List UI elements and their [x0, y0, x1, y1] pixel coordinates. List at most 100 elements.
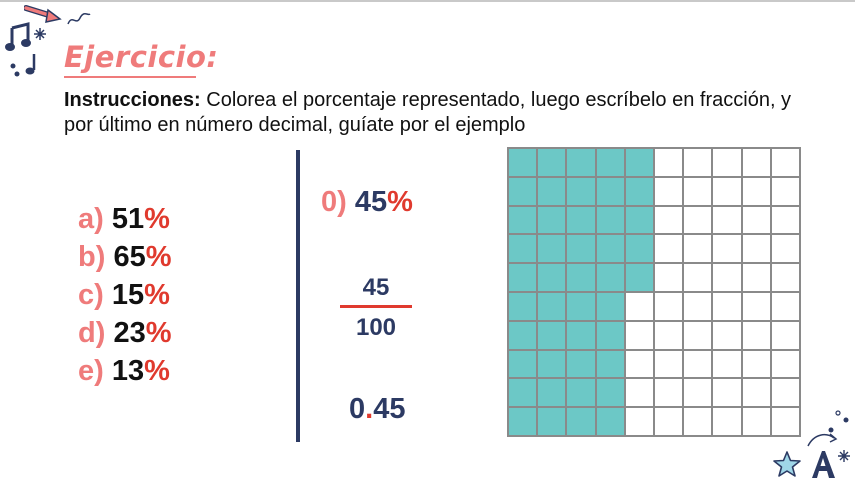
grid-cell	[712, 349, 742, 379]
grid-cell	[654, 205, 684, 235]
grid-cell	[624, 205, 654, 235]
grid-cell	[770, 234, 800, 264]
grid-cell	[712, 263, 742, 292]
decimal-int: 0	[349, 393, 366, 425]
grid-cell	[741, 148, 771, 177]
grid-cell	[508, 378, 538, 408]
grid-cell	[624, 378, 654, 408]
letter-a-icon	[812, 451, 835, 478]
percent-sign: %	[145, 241, 172, 273]
list-item: b) 65%	[78, 238, 172, 276]
grid-cell	[595, 407, 625, 436]
grid-cell	[537, 263, 567, 292]
grid-cell	[654, 148, 684, 177]
list-item: d) 23%	[78, 314, 172, 352]
item-letter: a)	[78, 203, 104, 235]
item-value: 15	[111, 279, 145, 311]
grid-cell	[537, 176, 567, 206]
example-decimal: 0.45	[349, 393, 405, 426]
grid-cell	[741, 320, 771, 350]
grid-cell	[770, 148, 800, 177]
grid-cell	[537, 378, 567, 408]
grid-cell	[712, 291, 742, 321]
grid-cell	[566, 176, 596, 206]
item-letter: c)	[78, 279, 104, 311]
example-percent: 0) 45%	[321, 186, 413, 219]
grid-cell	[770, 378, 800, 408]
grid-cell	[770, 320, 800, 350]
grid-cell	[683, 148, 713, 177]
grid-cell	[741, 407, 771, 436]
music-note-small-icon	[10, 54, 36, 77]
grid-cell	[770, 349, 800, 379]
grid-cell	[508, 148, 538, 177]
grid-cell	[624, 407, 654, 436]
hundred-grid	[507, 147, 801, 437]
grid-cell	[566, 263, 596, 292]
item-letter: b)	[78, 241, 106, 273]
decimal-point: .	[365, 393, 374, 425]
grid-cell	[508, 176, 538, 206]
item-value: 65	[113, 241, 146, 273]
grid-cell	[537, 349, 567, 379]
grid-cell	[741, 263, 771, 292]
grid-cell	[624, 176, 654, 206]
list-item: c) 15%	[78, 276, 172, 314]
percent-sign: %	[144, 355, 170, 387]
grid-cell	[654, 349, 684, 379]
grid-cell	[508, 263, 538, 292]
grid-cell	[537, 291, 567, 321]
music-note-icon	[5, 22, 31, 51]
item-value: 51	[111, 203, 145, 235]
fraction-bar	[340, 305, 412, 308]
grid-cell	[537, 205, 567, 235]
percent-sign: %	[145, 317, 172, 349]
grid-cell	[770, 407, 800, 436]
grid-cell	[683, 263, 713, 292]
grid-cell	[566, 407, 596, 436]
grid-cell	[566, 378, 596, 408]
grid-cell	[654, 407, 684, 436]
grid-cell	[566, 320, 596, 350]
title-underline	[64, 76, 196, 78]
top-border	[0, 0, 855, 2]
grid-cell	[712, 148, 742, 177]
grid-cell	[770, 291, 800, 321]
grid-cell	[624, 349, 654, 379]
grid-cell	[712, 205, 742, 235]
grid-cell	[683, 176, 713, 206]
grid-cell	[537, 407, 567, 436]
curved-arrow-icon	[807, 433, 838, 447]
list-item: a) 51%	[78, 200, 172, 238]
grid-cell	[595, 205, 625, 235]
grid-cell	[770, 176, 800, 206]
grid-cell	[566, 234, 596, 264]
grid-cell	[624, 291, 654, 321]
grid-cell	[712, 176, 742, 206]
grid-cell	[654, 234, 684, 264]
grid-cell	[537, 320, 567, 350]
grid-cell	[654, 378, 684, 408]
grid-cell	[741, 291, 771, 321]
grid-cell	[624, 263, 654, 292]
grid-cell	[741, 234, 771, 264]
grid-cell	[683, 320, 713, 350]
grid-cell	[683, 349, 713, 379]
grid-cell	[654, 320, 684, 350]
grid-cell	[595, 349, 625, 379]
sparkle-icon	[838, 450, 850, 462]
item-letter: d)	[78, 317, 106, 349]
instructions-label: Instrucciones:	[64, 89, 201, 111]
grid-cell	[712, 407, 742, 436]
grid-cell	[537, 234, 567, 264]
instructions: Instrucciones: Colorea el porcentaje rep…	[64, 88, 824, 138]
grid-cell	[595, 176, 625, 206]
grid-cell	[508, 349, 538, 379]
sparkle-dots-icon	[828, 410, 849, 433]
list-item: e) 13%	[78, 352, 172, 390]
squiggle-icon	[67, 12, 91, 25]
grid-cell	[770, 205, 800, 235]
instructions-text: Colorea el porcentaje representado, lueg…	[64, 89, 792, 136]
grid-cell	[566, 148, 596, 177]
grid-cell	[683, 407, 713, 436]
